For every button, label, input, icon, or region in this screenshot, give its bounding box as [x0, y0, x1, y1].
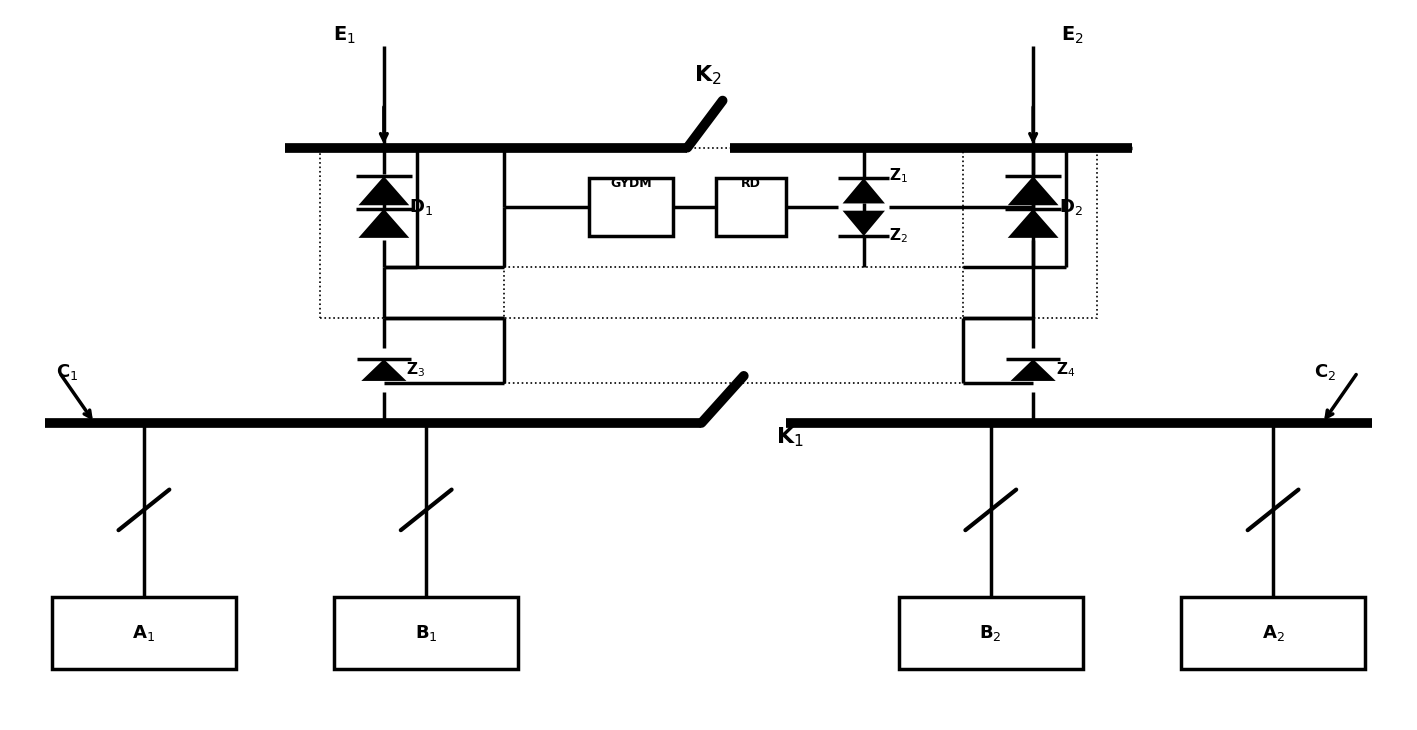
Polygon shape — [1010, 359, 1056, 381]
Text: C$_2$: C$_2$ — [1315, 362, 1336, 383]
Polygon shape — [843, 178, 886, 204]
Text: E$_2$: E$_2$ — [1061, 25, 1084, 46]
Bar — [320, 147, 504, 318]
Bar — [334, 597, 519, 669]
Text: B$_2$: B$_2$ — [979, 623, 1002, 643]
Text: K$_2$: K$_2$ — [694, 64, 723, 87]
Text: D$_1$: D$_1$ — [410, 197, 434, 217]
Text: D$_2$: D$_2$ — [1058, 197, 1083, 217]
Bar — [588, 178, 673, 236]
Polygon shape — [359, 176, 410, 205]
Text: Z$_4$: Z$_4$ — [1056, 361, 1076, 380]
Text: A$_2$: A$_2$ — [1261, 623, 1284, 643]
Text: Z$_3$: Z$_3$ — [407, 361, 425, 380]
Polygon shape — [1007, 209, 1058, 238]
Text: RD: RD — [741, 177, 761, 191]
Bar — [962, 147, 1097, 318]
Bar — [1182, 597, 1365, 669]
Text: GYDM: GYDM — [611, 177, 652, 191]
Bar — [52, 597, 235, 669]
Polygon shape — [843, 211, 886, 236]
Text: B$_1$: B$_1$ — [415, 623, 438, 643]
Bar — [504, 147, 1033, 267]
Polygon shape — [1007, 176, 1058, 205]
Text: A$_1$: A$_1$ — [132, 623, 156, 643]
Polygon shape — [359, 209, 410, 238]
Polygon shape — [361, 359, 407, 381]
Bar — [898, 597, 1083, 669]
Text: E$_1$: E$_1$ — [333, 25, 356, 46]
Text: Z$_2$: Z$_2$ — [888, 227, 908, 245]
Bar — [504, 318, 962, 383]
Bar — [716, 178, 786, 236]
Text: K$_1$: K$_1$ — [777, 426, 803, 449]
Text: C$_1$: C$_1$ — [57, 362, 79, 383]
Text: Z$_1$: Z$_1$ — [888, 166, 908, 185]
